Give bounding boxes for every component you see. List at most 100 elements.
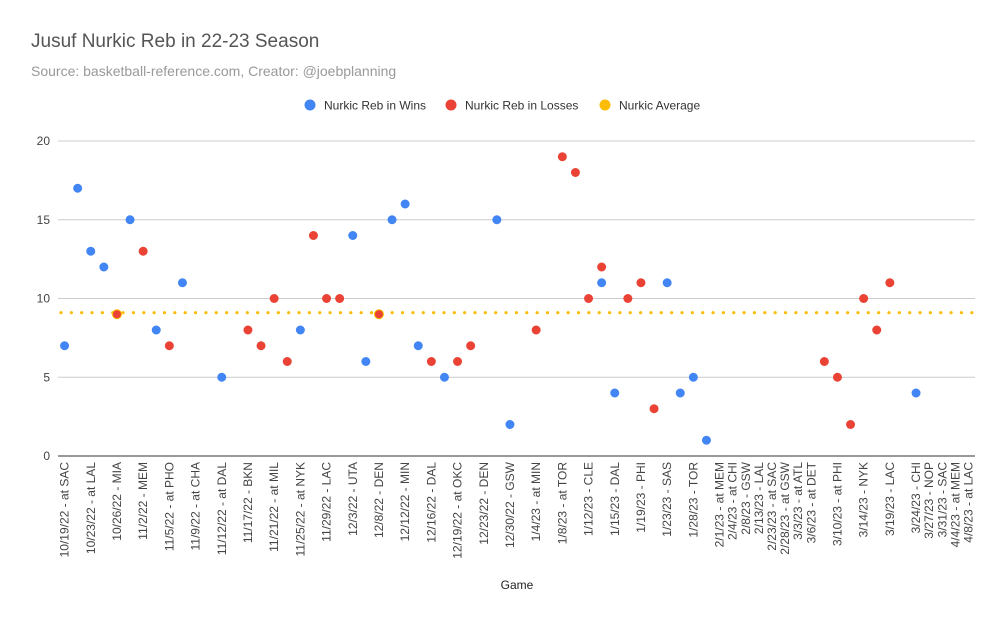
y-tick-label: 0 xyxy=(43,449,50,463)
average-dot xyxy=(152,311,156,315)
average-dot xyxy=(69,311,73,315)
win-point xyxy=(217,372,227,382)
average-dot xyxy=(494,311,498,315)
average-dot xyxy=(504,311,508,315)
average-dot xyxy=(131,311,136,315)
x-tick-label: 12/3/22 - UTA xyxy=(346,462,360,536)
x-tick-label: 1/19/23 - PHI xyxy=(634,462,648,533)
average-dot xyxy=(897,311,901,315)
average-dot xyxy=(566,311,570,315)
loss-point xyxy=(335,294,345,303)
x-tick-label: 10/23/22 - at LAL xyxy=(84,462,98,554)
win-point xyxy=(125,215,135,225)
loss-point xyxy=(859,294,869,303)
win-point xyxy=(177,278,187,288)
average-dot xyxy=(732,311,736,315)
win-point xyxy=(86,246,96,256)
average-dot xyxy=(100,311,104,315)
x-tick-label: 11/29/22 - LAC xyxy=(320,462,334,542)
average-dot xyxy=(473,311,477,315)
win-point xyxy=(361,357,371,366)
loss-point xyxy=(373,309,384,320)
y-tick-label: 5 xyxy=(43,370,50,384)
win-point xyxy=(597,278,607,288)
x-tick-label: 1/23/23 - SAS xyxy=(660,462,674,537)
loss-point xyxy=(256,341,266,351)
average-dot xyxy=(545,311,550,315)
legend-item-losses-marker xyxy=(445,99,457,111)
average-dot xyxy=(742,311,746,315)
x-tick-label: 3/31/23 - SAC xyxy=(935,462,949,538)
legend-item-average-marker xyxy=(599,99,611,111)
average-dot xyxy=(939,311,943,315)
average-dot xyxy=(887,311,891,315)
loss-point xyxy=(308,231,318,240)
loss-point xyxy=(164,341,174,351)
loss-point xyxy=(832,372,842,382)
x-tick-label: 11/21/22 - at MIL xyxy=(267,462,281,552)
average-dot xyxy=(318,311,322,315)
average-dot xyxy=(670,311,674,315)
loss-point xyxy=(269,294,279,303)
average-dot xyxy=(359,311,363,315)
loss-point xyxy=(636,278,646,288)
loss-point xyxy=(570,168,580,177)
loss-point xyxy=(282,357,292,366)
legend-item-losses-label: Nurkic Reb in Losses xyxy=(465,99,578,113)
loss-point xyxy=(819,357,829,366)
win-point xyxy=(662,278,672,288)
x-tick-label: 11/9/22 - at CHA xyxy=(189,462,203,551)
loss-point xyxy=(846,420,856,429)
average-dot xyxy=(970,311,974,315)
chart-title: Jusuf Nurkic Reb in 22-23 Season xyxy=(31,31,320,52)
x-tick-label: 12/12/22 - MIN xyxy=(398,462,412,541)
x-tick-label: 1/28/23 - TOR xyxy=(686,462,700,538)
win-point xyxy=(505,420,515,429)
x-tick-label: 2/1/23 - at MEM xyxy=(713,462,727,547)
average-dot xyxy=(193,311,198,315)
average-dot xyxy=(701,311,705,315)
data-points xyxy=(60,152,921,445)
loss-point xyxy=(597,262,607,272)
average-dot xyxy=(204,311,208,315)
loss-point xyxy=(111,309,122,320)
x-tick-label: 3/27/23 - NOP xyxy=(922,462,936,539)
loss-point xyxy=(885,278,895,288)
x-tick-label: 2/23/23 - at SAC xyxy=(765,462,779,551)
loss-point xyxy=(453,357,463,366)
x-axis-title: Game xyxy=(501,578,534,592)
win-point xyxy=(413,341,423,351)
average-dot xyxy=(245,311,249,315)
average-dot xyxy=(183,311,187,315)
average-dot xyxy=(369,311,374,315)
x-tick-label: 12/30/22 - GSW xyxy=(503,461,517,548)
average-dot xyxy=(877,311,881,315)
x-tick-label: 2/8/23 - GSW xyxy=(739,461,753,534)
y-tick-label: 20 xyxy=(37,134,51,148)
average-dot xyxy=(866,311,870,315)
x-tick-label: 11/25/22 - at NYK xyxy=(293,462,307,557)
legend-item-wins-marker xyxy=(304,99,316,111)
win-point xyxy=(73,183,83,193)
average-dot xyxy=(349,311,353,315)
win-point xyxy=(400,199,410,209)
loss-point xyxy=(557,152,567,162)
average-dot xyxy=(214,311,218,315)
average-dot xyxy=(908,311,912,315)
average-dot xyxy=(949,311,953,315)
average-dot xyxy=(307,311,311,315)
x-tick-label: 11/2/22 - MEM xyxy=(136,462,150,540)
loss-point xyxy=(872,325,882,335)
win-point xyxy=(151,325,161,335)
average-dot xyxy=(432,311,436,315)
average-dot xyxy=(338,311,343,315)
average-dot xyxy=(59,311,63,315)
x-tick-label: 3/24/23 - CHI xyxy=(909,462,923,533)
win-point xyxy=(610,388,620,398)
average-dot xyxy=(276,311,280,315)
win-point xyxy=(688,372,698,382)
average-dot xyxy=(452,311,456,315)
average-dot xyxy=(607,311,612,315)
x-tick-label: 2/13/23 - LAL xyxy=(752,462,766,534)
